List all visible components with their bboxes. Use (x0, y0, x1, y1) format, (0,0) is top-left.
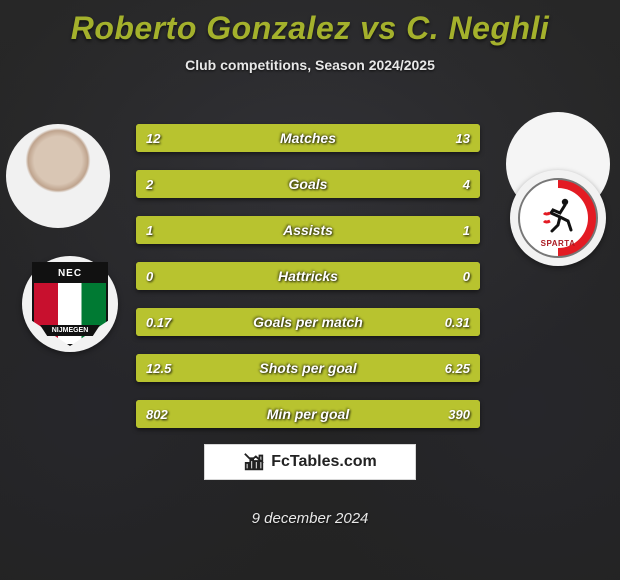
club-right-crest: SPARTA (510, 170, 606, 266)
brand-text: FcTables.com (271, 453, 377, 471)
snapshot-date: 9 december 2024 (0, 510, 620, 527)
season-subtitle: Club competitions, Season 2024/2025 (0, 57, 620, 73)
nec-crest-icon: NEC NIJMEGEN (32, 262, 108, 346)
sparta-crest-icon: SPARTA (518, 178, 598, 258)
stat-row: 11Assists (136, 216, 480, 244)
stat-label: Hattricks (136, 262, 480, 290)
stat-row: 802390Min per goal (136, 400, 480, 428)
stat-label: Shots per goal (136, 354, 480, 382)
stat-row: 12.56.25Shots per goal (136, 354, 480, 382)
stat-row: 0.170.31Goals per match (136, 308, 480, 336)
club-left-city: NIJMEGEN (40, 325, 100, 336)
stat-bars-container: 1213Matches 24Goals 11Assists 00Hattricks 0.… (136, 124, 480, 446)
player-left-avatar (6, 124, 110, 228)
player-right-name: C. Neghli (406, 10, 549, 46)
stat-row: 1213Matches (136, 124, 480, 152)
stat-row: 00Hattricks (136, 262, 480, 290)
stat-label: Min per goal (136, 400, 480, 428)
stat-row: 24Goals (136, 170, 480, 198)
vs-separator: vs (351, 10, 406, 46)
brand-badge: FcTables.com (204, 444, 416, 480)
chart-icon (243, 451, 265, 473)
comparison-title: Roberto Gonzalez vs C. Neghli (0, 0, 620, 47)
stat-label: Goals (136, 170, 480, 198)
stat-label: Assists (136, 216, 480, 244)
runner-icon (538, 195, 578, 235)
player-left-name: Roberto Gonzalez (71, 10, 351, 46)
stat-label: Matches (136, 124, 480, 152)
club-left-crest: NEC NIJMEGEN (22, 256, 118, 352)
stat-label: Goals per match (136, 308, 480, 336)
club-left-code: NEC (32, 266, 108, 280)
club-right-code: SPARTA (518, 239, 598, 248)
